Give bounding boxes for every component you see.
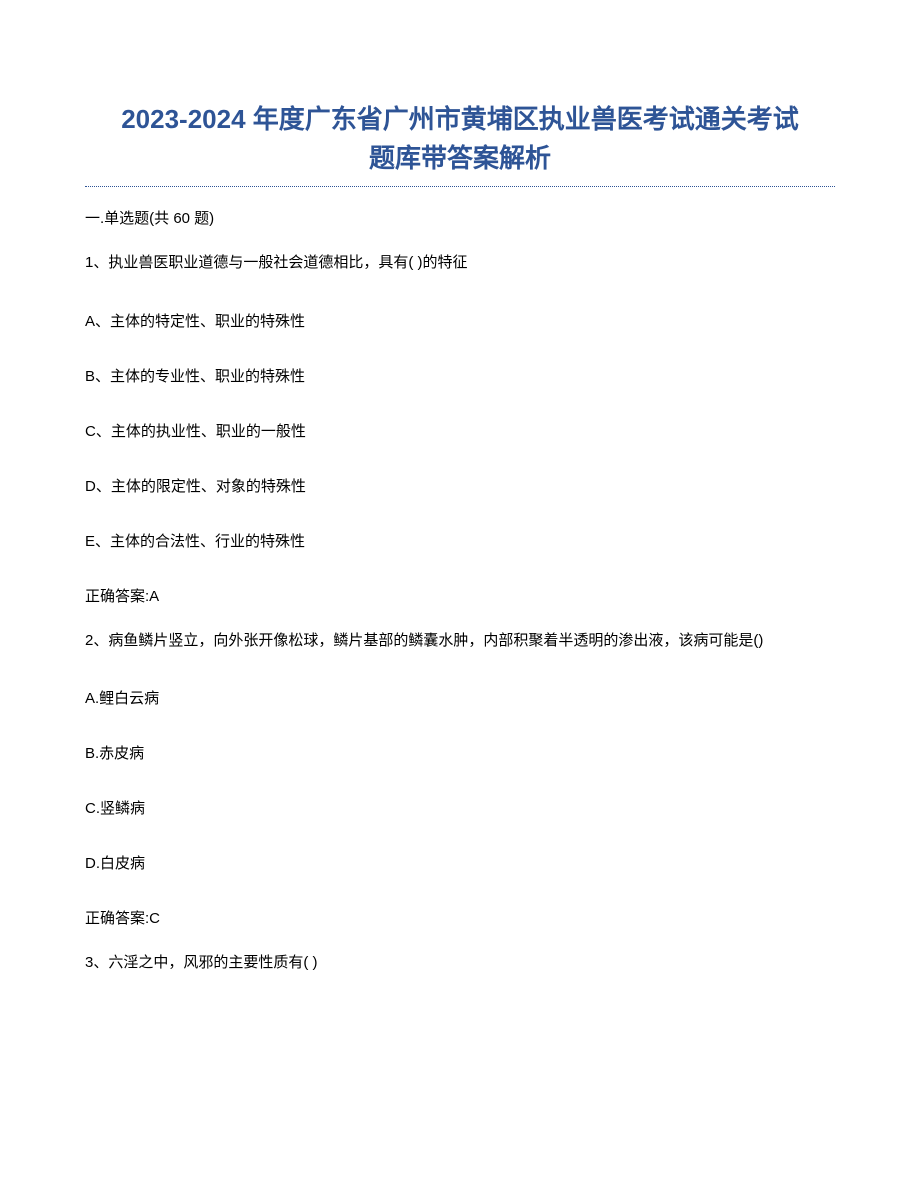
option-d: D、主体的限定性、对象的特殊性 xyxy=(85,475,835,496)
question-stem: 1、执业兽医职业道德与一般社会道德相比，具有( )的特征 xyxy=(85,250,835,276)
option-c: C.竖鳞病 xyxy=(85,797,835,818)
title-line-2: 题库带答案解析 xyxy=(369,143,551,173)
option-b: B、主体的专业性、职业的特殊性 xyxy=(85,365,835,386)
answer: 正确答案:C xyxy=(85,907,835,928)
question-1: 1、执业兽医职业道德与一般社会道德相比，具有( )的特征 A、主体的特定性、职业… xyxy=(85,250,835,606)
title-divider xyxy=(85,186,835,187)
option-d: D.白皮病 xyxy=(85,852,835,873)
document-page: 2023-2024 年度广东省广州市黄埔区执业兽医考试通关考试 题库带答案解析 … xyxy=(0,0,920,1070)
question-2: 2、病鱼鳞片竖立，向外张开像松球，鳞片基部的鳞囊水肿，内部积聚着半透明的渗出液，… xyxy=(85,628,835,929)
question-stem: 2、病鱼鳞片竖立，向外张开像松球，鳞片基部的鳞囊水肿，内部积聚着半透明的渗出液，… xyxy=(85,628,835,654)
option-c: C、主体的执业性、职业的一般性 xyxy=(85,420,835,441)
document-title: 2023-2024 年度广东省广州市黄埔区执业兽医考试通关考试 题库带答案解析 xyxy=(85,100,835,178)
question-3: 3、六淫之中，风邪的主要性质有( ) xyxy=(85,950,835,976)
section-header: 一.单选题(共 60 题) xyxy=(85,207,835,228)
option-b: B.赤皮病 xyxy=(85,742,835,763)
option-a: A、主体的特定性、职业的特殊性 xyxy=(85,310,835,331)
title-line-1: 2023-2024 年度广东省广州市黄埔区执业兽医考试通关考试 xyxy=(121,104,799,134)
answer: 正确答案:A xyxy=(85,585,835,606)
option-e: E、主体的合法性、行业的特殊性 xyxy=(85,530,835,551)
question-stem: 3、六淫之中，风邪的主要性质有( ) xyxy=(85,950,835,976)
option-a: A.鲤白云病 xyxy=(85,687,835,708)
